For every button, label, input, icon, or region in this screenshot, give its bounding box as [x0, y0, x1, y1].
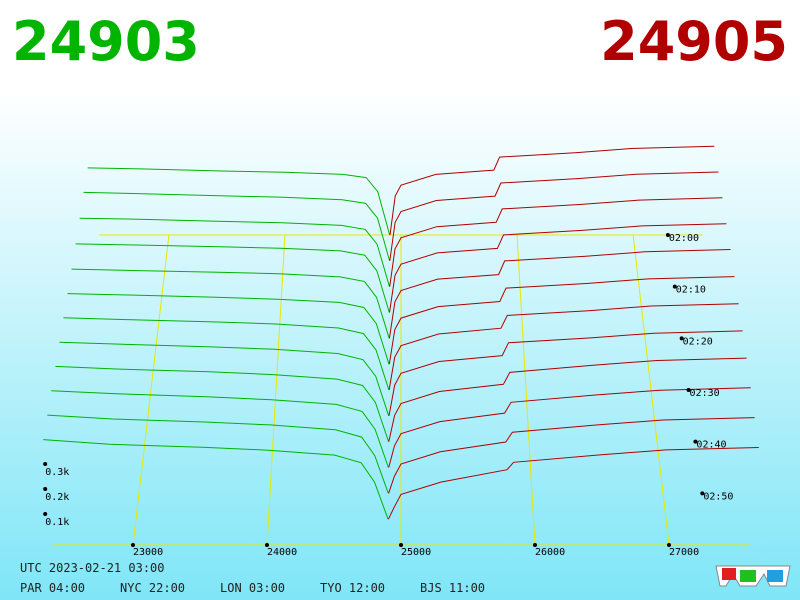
y-tick-mark: [43, 512, 48, 516]
grid-line: [132, 234, 170, 546]
x-tick-label: 27000: [669, 547, 699, 558]
ask-depth-line: [388, 303, 739, 391]
clock: PAR 04:00: [20, 581, 85, 595]
utc-time: UTC 2023-02-21 03:00: [20, 561, 165, 575]
bid-depth-line: [59, 341, 390, 416]
plot: 23000 24000 25000 26000 27000 02:00 02:10 02:20…: [43, 145, 759, 558]
x-tick-mark: [265, 543, 269, 547]
bid-depth-line: [47, 414, 389, 494]
ask-depth-line: [388, 330, 743, 416]
clock: TYO 12:00: [320, 581, 385, 595]
x-tick-label: 26000: [535, 547, 565, 558]
x-tick-label: 25000: [401, 547, 431, 558]
x-tick-mark: [533, 543, 537, 547]
ask-depth-line: [388, 417, 755, 494]
time-tick-mark: [672, 284, 677, 289]
ask-depth-line: [389, 197, 723, 287]
bid-depth-line: [87, 167, 391, 236]
ask-depth-line: [388, 357, 747, 442]
x-tick-mark: [399, 543, 403, 547]
best-ask: 24905: [600, 10, 788, 73]
grid-line: [516, 234, 536, 546]
bid-depth-line: [55, 365, 390, 442]
ask-depth-line: [388, 276, 735, 365]
bid-depth-line: [71, 268, 390, 339]
y-tick-label: 0.2k: [45, 492, 69, 503]
time-tick-label: 02:20: [683, 336, 713, 347]
bid-depth-line: [67, 293, 390, 365]
x-tick-mark: [667, 543, 671, 547]
ask-depth-line: [389, 145, 715, 236]
bid-depth-line: [75, 243, 390, 313]
best-bid: 24903: [12, 10, 200, 73]
bid-depth-line: [43, 439, 389, 520]
x-tick-mark: [131, 543, 135, 547]
time-tick-mark: [693, 439, 698, 444]
time-tick-mark: [700, 491, 705, 496]
clock: LON 03:00: [220, 581, 285, 595]
x-tick-label: 23000: [133, 547, 163, 558]
bid-depth-line: [51, 390, 389, 468]
bid-depth-line: [79, 217, 390, 287]
time-tick-mark: [686, 388, 691, 392]
time-tick-label: 02:10: [676, 285, 706, 296]
y-tick-mark: [43, 462, 48, 466]
clock: NYC 22:00: [120, 581, 185, 595]
x-tick-label: 24000: [267, 547, 297, 558]
3d-glasses-icon: [715, 565, 791, 587]
ask-depth-line: [388, 387, 751, 468]
grid-line: [632, 234, 670, 546]
clocks: PAR 04:00 NYC 22:00 LON 03:00 TYO 12:00 BJS …: [20, 581, 485, 595]
y-tick-label: 0.1k: [45, 517, 69, 528]
y-tick-label: 0.3k: [45, 467, 69, 478]
time-tick-label: 02:30: [690, 388, 720, 399]
ask-depth-line: [389, 223, 727, 313]
ask-depth-line: [388, 249, 731, 339]
time-tick-mark: [665, 233, 670, 237]
bid-depth-line: [63, 317, 390, 391]
bid-depth-line: [83, 191, 391, 261]
y-tick-mark: [43, 487, 48, 491]
grid-line: [266, 234, 286, 546]
time-tick-label: 02:40: [696, 440, 726, 451]
time-tick-label: 02:00: [669, 233, 699, 244]
time-tick-mark: [679, 336, 684, 341]
time-tick-label: 02:50: [703, 491, 733, 502]
clock: BJS 11:00: [420, 581, 485, 595]
ask-depth-line: [389, 171, 719, 261]
ask-depth-line: [387, 447, 759, 520]
